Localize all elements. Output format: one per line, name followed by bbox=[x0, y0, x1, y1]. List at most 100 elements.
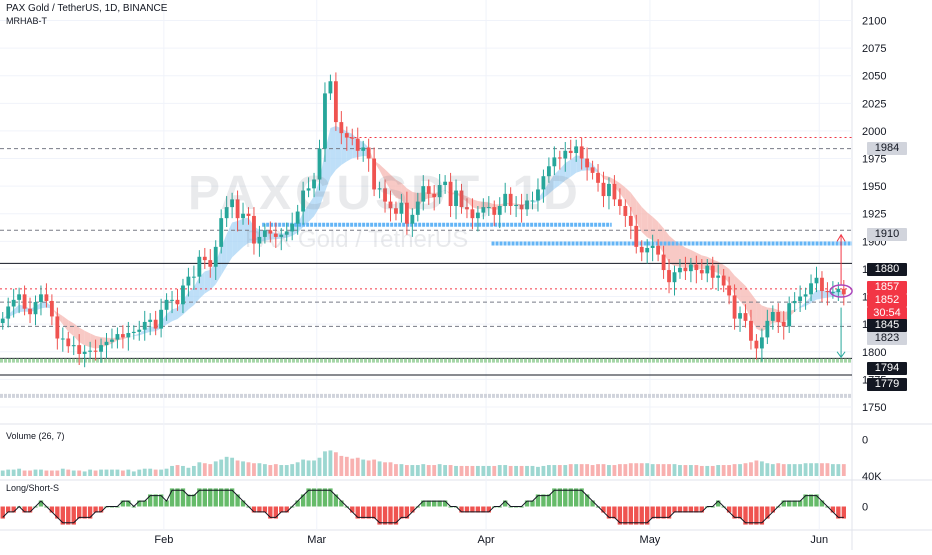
x-tick-label: Jun bbox=[810, 534, 828, 546]
long-short-bar bbox=[251, 506, 257, 513]
long-short-bar bbox=[268, 506, 273, 519]
candle-body bbox=[574, 146, 579, 154]
volume-bar bbox=[328, 450, 333, 476]
candle-body bbox=[514, 204, 519, 207]
trend-cloud-segment bbox=[395, 179, 402, 200]
long-short-bar bbox=[503, 500, 508, 507]
volume-bar bbox=[579, 464, 584, 476]
volume-pane-label[interactable]: Volume (26, 7) bbox=[6, 431, 65, 441]
candle-body bbox=[104, 341, 109, 346]
price-tag-1794: 1794 bbox=[867, 362, 907, 375]
long-short-bar bbox=[612, 506, 617, 519]
candle-body bbox=[235, 199, 240, 219]
trend-cloud-segment bbox=[390, 174, 396, 198]
trend-cloud-segment bbox=[527, 203, 533, 205]
volume-bar bbox=[0, 470, 5, 476]
candle-body bbox=[710, 265, 715, 278]
candle-body bbox=[279, 234, 284, 237]
candle-body bbox=[415, 201, 420, 215]
candle-body bbox=[727, 285, 732, 296]
candle-body bbox=[481, 207, 486, 213]
volume-bar bbox=[820, 463, 824, 476]
long-short-bar bbox=[371, 506, 377, 519]
trend-cloud-segment bbox=[346, 131, 353, 162]
volume-bar bbox=[672, 464, 677, 476]
candle-body bbox=[39, 294, 43, 303]
trend-cloud-segment bbox=[193, 277, 200, 306]
long-short-bar bbox=[737, 506, 743, 519]
long-short-bar bbox=[716, 500, 721, 507]
volume-bar bbox=[317, 457, 322, 476]
long-short-bar bbox=[219, 488, 224, 507]
candle-body bbox=[607, 183, 611, 197]
long-short-bar bbox=[404, 506, 410, 519]
volume-bar bbox=[191, 465, 196, 476]
volume-bar bbox=[612, 465, 617, 476]
candle-body bbox=[60, 338, 65, 340]
symbol-header[interactable]: PAX Gold / TetherUS, 1D, BINANCE bbox=[6, 3, 168, 14]
volume-bar bbox=[410, 465, 415, 476]
long-short-bar bbox=[55, 506, 60, 519]
volume-bar bbox=[268, 465, 273, 476]
candle-body bbox=[355, 138, 360, 151]
volume-bar bbox=[623, 464, 628, 476]
trend-cloud-segment bbox=[565, 159, 571, 181]
candle-body bbox=[634, 225, 639, 247]
volume-bar bbox=[273, 464, 278, 476]
volume-bar bbox=[809, 463, 813, 476]
name-watermark: PAX Gold / TetherUS bbox=[245, 226, 469, 253]
long-short-bar bbox=[606, 506, 612, 519]
volume-bar bbox=[705, 465, 710, 476]
volume-bar bbox=[749, 462, 753, 476]
candle-body bbox=[219, 218, 224, 247]
long-short-bar bbox=[197, 488, 202, 507]
long-short-bar bbox=[213, 488, 218, 507]
candle-body bbox=[49, 300, 54, 317]
long-short-pane-label[interactable]: Long/Short-S bbox=[6, 483, 60, 493]
candle-body bbox=[301, 190, 306, 212]
candle-body bbox=[552, 157, 557, 167]
trend-cloud-segment bbox=[172, 307, 178, 322]
volume-bar bbox=[759, 461, 764, 476]
long-short-bar bbox=[666, 506, 672, 519]
trend-cloud-segment bbox=[215, 247, 222, 285]
volume-bar bbox=[787, 464, 792, 476]
candle-body bbox=[830, 292, 835, 294]
long-short-bar bbox=[590, 500, 595, 507]
trend-cloud-segment bbox=[614, 179, 620, 194]
long-short-bar bbox=[557, 488, 562, 507]
long-short-bar bbox=[475, 506, 481, 513]
long-short-bar bbox=[164, 500, 169, 507]
candle-body bbox=[17, 294, 22, 300]
candle-body bbox=[181, 285, 185, 305]
volume-bar bbox=[49, 470, 54, 476]
long-short-bar bbox=[535, 494, 541, 507]
candle-body bbox=[410, 214, 415, 224]
long-short-bar bbox=[311, 488, 317, 507]
trend-cloud-segment bbox=[188, 287, 194, 310]
volume-bar bbox=[208, 464, 213, 476]
long-short-bar bbox=[0, 506, 5, 519]
candle-body bbox=[661, 254, 666, 271]
volume-bar bbox=[252, 463, 256, 476]
long-short-bar bbox=[524, 500, 530, 507]
long-short-bar bbox=[437, 500, 442, 507]
trend-cloud-segment bbox=[199, 271, 205, 299]
volume-bar bbox=[126, 469, 131, 476]
trend-cloud-segment bbox=[232, 221, 238, 258]
trend-cloud-segment bbox=[559, 162, 566, 185]
long-short-bar bbox=[672, 506, 677, 513]
volume-bar bbox=[355, 457, 360, 476]
candle-body bbox=[699, 270, 704, 274]
volume-bar bbox=[465, 465, 469, 476]
trend-cloud-segment bbox=[319, 151, 325, 208]
long-short-bar bbox=[120, 500, 126, 507]
long-short-bar bbox=[66, 506, 71, 525]
trend-cloud-segment bbox=[73, 323, 80, 343]
indicator-label[interactable]: MRHAB-T bbox=[6, 16, 47, 26]
volume-bar bbox=[104, 469, 109, 476]
candle-body bbox=[333, 81, 338, 123]
volume-bar bbox=[628, 463, 633, 476]
